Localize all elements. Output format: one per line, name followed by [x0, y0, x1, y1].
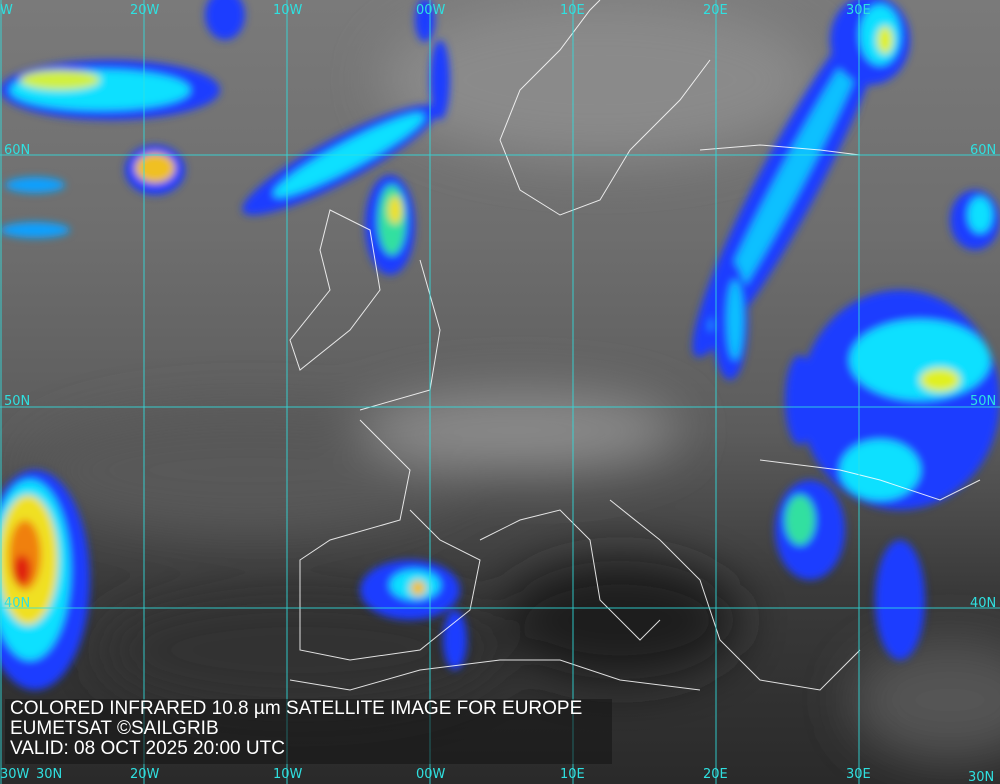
lon-label-bottom: 20W: [130, 767, 160, 782]
lat-label-left: 60N: [4, 143, 31, 158]
lon-label-bottom: 30E: [846, 767, 871, 782]
lon-label-bottom: 10W: [273, 767, 303, 782]
caption-box: COLORED INFRARED 10.8 µm SATELLITE IMAGE…: [5, 699, 612, 764]
lon-label-top: 00W: [416, 3, 446, 18]
lon-label-top: 20W: [130, 3, 160, 18]
lat-label-right: 50N: [970, 394, 997, 409]
lat-label-right: 40N: [970, 596, 997, 611]
caption-credit: EUMETSAT ©SAILGRIB: [10, 718, 219, 739]
lon-label-top: 10W: [273, 3, 303, 18]
lat-label-left: 30N: [36, 767, 63, 782]
caption-title: COLORED INFRARED 10.8 µm SATELLITE IMAGE…: [10, 698, 583, 719]
lat-label-right: 60N: [970, 143, 997, 158]
lon-label-top: W: [0, 3, 13, 18]
lon-label-bottom: 20E: [703, 767, 728, 782]
lon-label-bottom: 10E: [560, 767, 585, 782]
lat-label-right: 30N: [968, 770, 995, 784]
lon-label-bottom: 00W: [416, 767, 446, 782]
lon-label-top: 10E: [560, 3, 585, 18]
lon-label-bottom: 30W: [0, 767, 30, 782]
lon-label-top: 30E: [846, 3, 871, 18]
lon-label-top: 20E: [703, 3, 728, 18]
caption-valid-time: VALID: 08 OCT 2025 20:00 UTC: [10, 738, 285, 759]
coastlines: [289, 0, 981, 691]
lat-label-left: 50N: [4, 394, 31, 409]
lat-label-left: 40N: [4, 596, 31, 611]
